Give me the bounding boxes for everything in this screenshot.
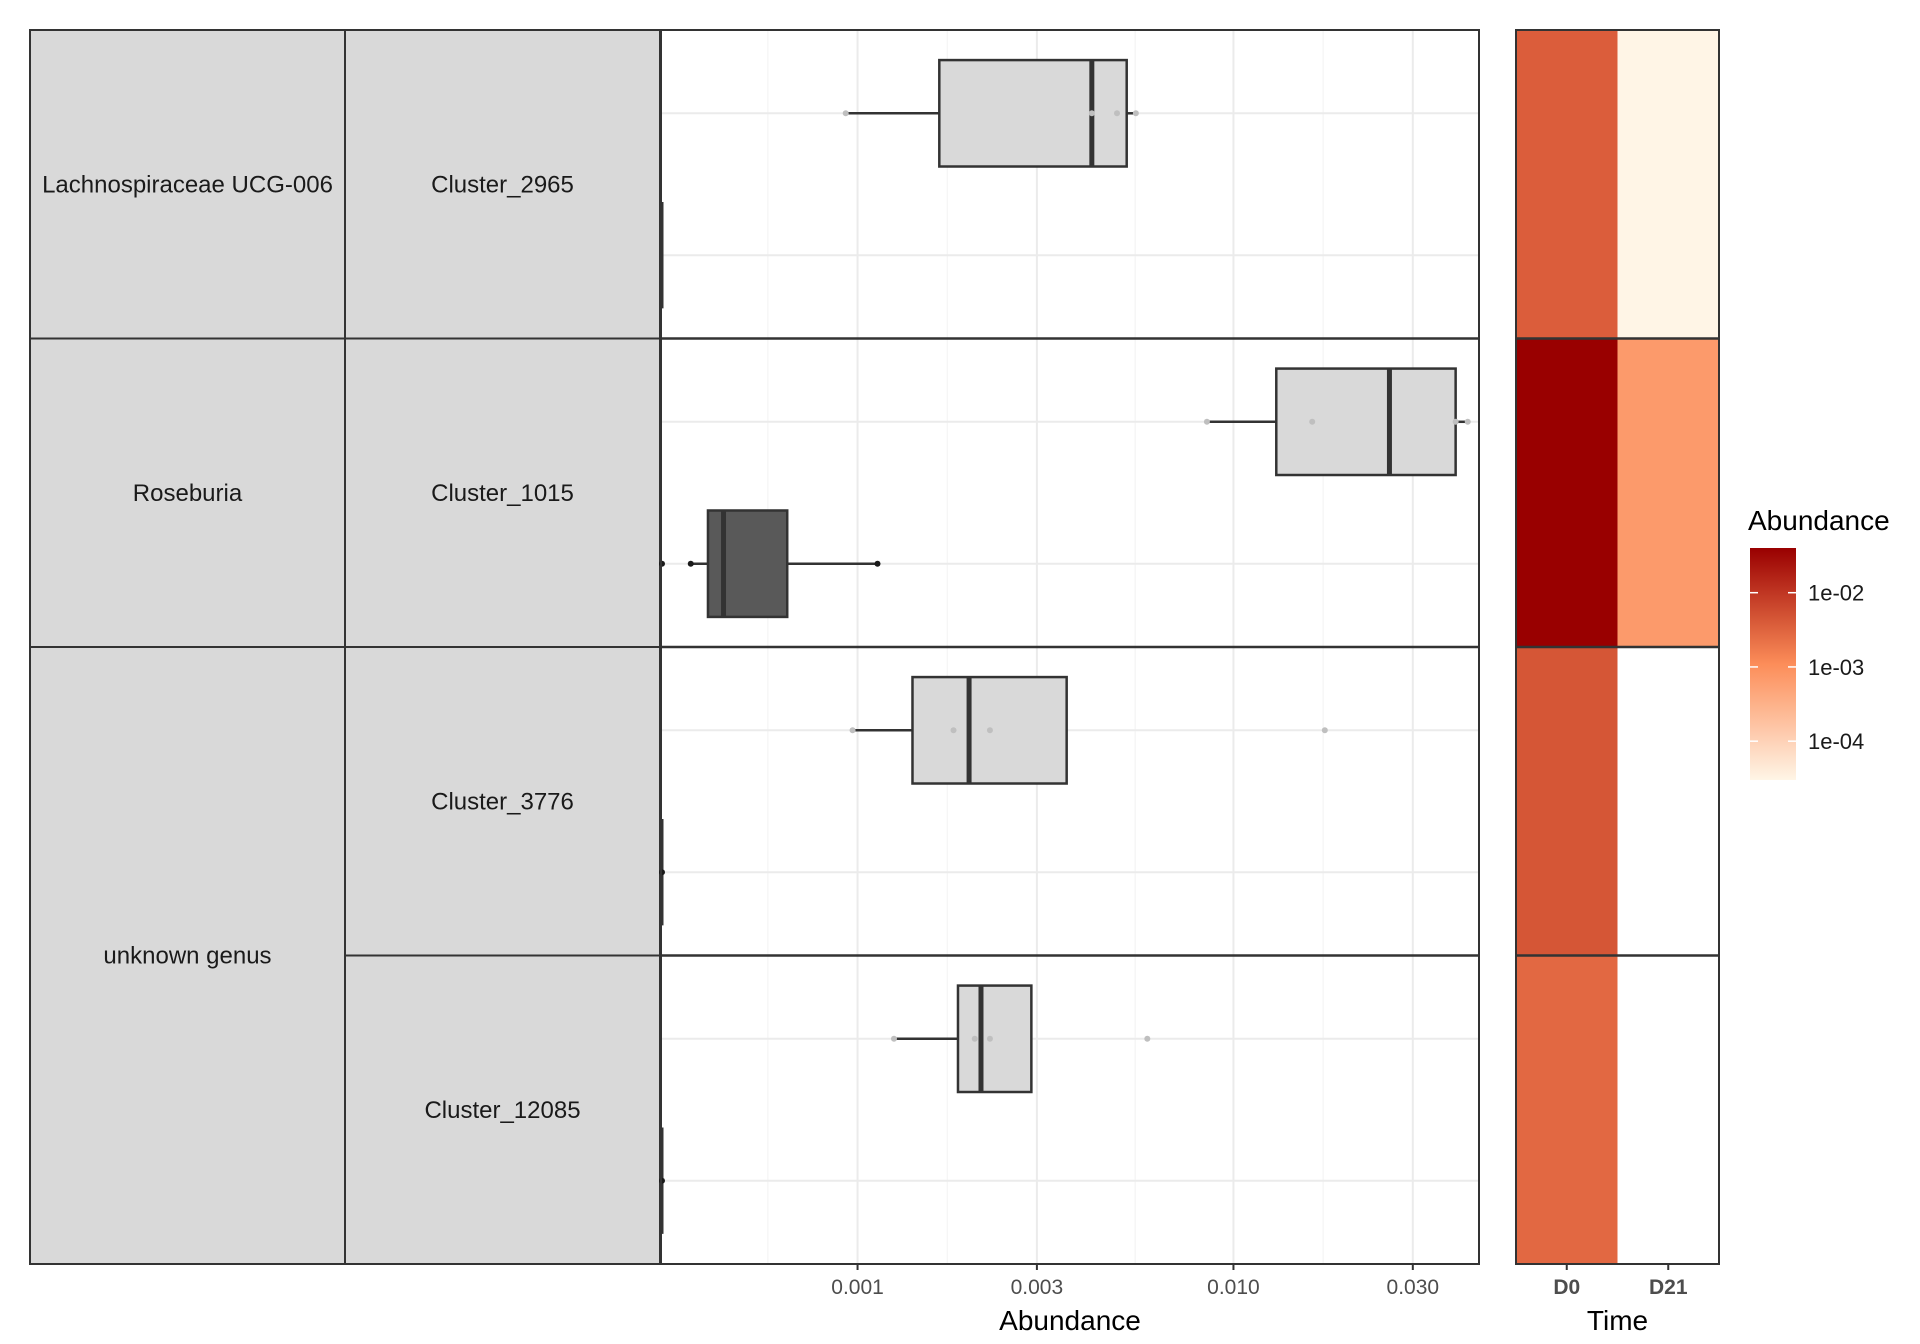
data-point <box>842 110 849 117</box>
box-iqr <box>956 984 1033 1094</box>
heatmap-x-ticks: D0 D21 <box>1553 1264 1688 1299</box>
heatmap-cell <box>1617 338 1719 647</box>
genus-cell <box>29 646 346 1265</box>
data-point <box>1113 110 1120 117</box>
table-panel: Lachnospiraceae UCG-006 Roseburia unknown … <box>29 29 661 1265</box>
data-point <box>971 1035 978 1042</box>
legend-colorbar <box>1750 548 1796 780</box>
heatmap-x-axis-title: Time <box>1587 1305 1648 1336</box>
x-axis-ticks: 0.001 0.003 0.010 0.030 <box>831 1264 1439 1299</box>
data-point <box>1452 418 1459 425</box>
box-iqr <box>938 58 1128 168</box>
data-point <box>950 727 957 734</box>
cluster-label: Cluster_12085 <box>424 1097 580 1124</box>
legend-ticks: 1e-02 1e-03 1e-04 <box>1750 581 1864 754</box>
data-point <box>1309 418 1316 425</box>
heatmap-frame <box>1515 29 1720 1265</box>
genus-label: Roseburia <box>133 480 243 507</box>
data-point <box>1321 727 1328 734</box>
legend-title: Abundance <box>1748 505 1890 536</box>
genus-column: Lachnospiraceae UCG-006 Roseburia unknown … <box>29 29 346 1265</box>
heatmap-cell <box>1516 338 1618 647</box>
heatmap-cell <box>1516 30 1618 339</box>
boxplot-panel-frame <box>660 29 1480 1265</box>
heatmap-cell <box>1516 647 1618 956</box>
data-point <box>1088 110 1095 117</box>
heatmap-cell <box>1617 30 1719 339</box>
x-tick-label: 0.030 <box>1387 1276 1440 1299</box>
x-tick-label: 0.001 <box>831 1276 884 1299</box>
genus-label: Lachnospiraceae UCG-006 <box>42 171 333 198</box>
genus-cell <box>29 337 346 648</box>
data-point <box>890 1035 897 1042</box>
cluster-cell <box>344 29 661 340</box>
data-point <box>986 727 993 734</box>
data-point <box>1144 1035 1151 1042</box>
box-iqr <box>706 509 789 619</box>
legend-tick-label: 1e-03 <box>1808 655 1864 680</box>
legend-tick-label: 1e-02 <box>1808 581 1864 606</box>
heatmap-tick-label: D21 <box>1649 1276 1688 1299</box>
genus-cell <box>29 29 346 340</box>
heatmap-panel: D0 D21 Time <box>1515 29 1720 1336</box>
x-axis-title: Abundance <box>999 1305 1141 1336</box>
boxplot-panel: 0.001 0.003 0.010 0.030 Abundance <box>659 29 1480 1336</box>
heatmap-cell <box>1617 647 1719 956</box>
data-point <box>1203 418 1210 425</box>
heatmap-cells <box>1516 30 1719 1264</box>
cluster-label: Cluster_3776 <box>431 788 574 815</box>
heatmap-cell <box>1617 955 1719 1264</box>
box-iqr <box>1275 367 1457 477</box>
cluster-label: Cluster_2965 <box>431 171 574 198</box>
cluster-label: Cluster_1015 <box>431 480 574 507</box>
cluster-column: Cluster_2965 Cluster_1015 Cluster_3776 Clus… <box>344 29 661 1265</box>
data-point <box>687 560 694 567</box>
data-point <box>1464 418 1471 425</box>
legend-tick-label: 1e-04 <box>1808 729 1864 754</box>
x-tick-label: 0.010 <box>1207 1276 1260 1299</box>
data-point <box>849 727 856 734</box>
data-point <box>986 1035 993 1042</box>
heatmap-cell <box>1516 955 1618 1264</box>
data-point <box>1132 110 1139 117</box>
genus-label: unknown genus <box>103 943 271 970</box>
cluster-cell <box>344 954 661 1265</box>
color-legend: Abundance 1e-02 1e-03 1e-04 <box>1748 505 1890 780</box>
data-point <box>874 560 881 567</box>
x-tick-label: 0.003 <box>1011 1276 1064 1299</box>
heatmap-tick-label: D0 <box>1553 1276 1580 1299</box>
